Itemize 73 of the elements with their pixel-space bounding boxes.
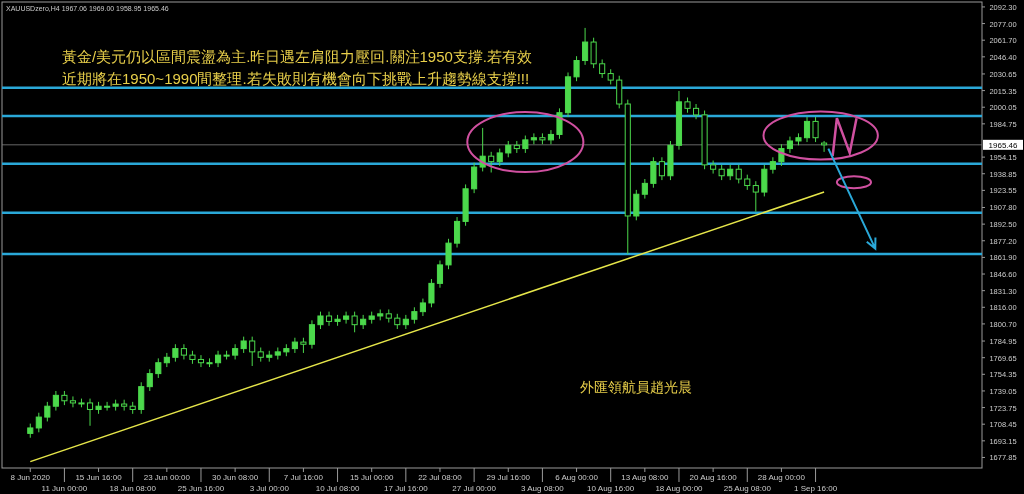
candlestick: [291, 337, 298, 354]
candlestick: [52, 390, 59, 412]
candlestick: [710, 160, 717, 175]
candlestick: [488, 151, 495, 173]
x-tick-label: 20 Aug 16:00: [689, 473, 738, 482]
x-tick-label: 25 Jun 16:00: [177, 484, 225, 493]
x-tick-label: 18 Aug 00:00: [655, 484, 704, 493]
candlestick: [616, 75, 623, 109]
x-tick-label: 15 Jul 00:00: [349, 473, 395, 482]
annotation: 黃金/美元仍以區間震盪為主.昨日遇左肩阻力壓回.關注1950支撐.若有效: [62, 48, 533, 65]
x-tick-label: 15 Jun 16:00: [75, 473, 123, 482]
candlestick: [471, 162, 478, 194]
candlestick: [351, 311, 358, 333]
annotation: 近期將在1950~1990間整理.若失敗則有機會向下挑戰上升趨勢線支撐!!!: [62, 70, 530, 87]
candlestick: [69, 395, 77, 408]
candlestick: [650, 156, 657, 189]
ref-line-label: 1965.46: [988, 140, 1019, 150]
candlestick: [556, 107, 563, 140]
candlestick: [599, 58, 606, 79]
candlestick: [180, 343, 187, 360]
candlestick: [155, 357, 162, 379]
candlestick: [146, 368, 153, 392]
candlestick: [197, 354, 205, 368]
x-tick-label: 6 Aug 00:00: [555, 473, 599, 482]
candlestick: [641, 178, 648, 200]
x-tick-label: 8 Jun 2020: [10, 473, 51, 482]
x-tick-label: 30 Jun 08:00: [211, 473, 259, 482]
x-tick-label: 10 Jul 08:00: [315, 484, 360, 493]
candlestick: [547, 129, 555, 145]
candlestick: [104, 401, 111, 412]
candlestick: [658, 156, 665, 181]
candlestick: [761, 164, 768, 197]
candlestick: [44, 401, 51, 422]
candlestick: [582, 27, 589, 66]
candlestick: [35, 412, 42, 433]
x-tick-label: 27 Jul 00:00: [452, 484, 497, 493]
x-tick-label: 3 Jul 00:00: [249, 484, 290, 493]
x-tick-label: 22 Jul 08:00: [418, 473, 463, 482]
candlestick: [86, 398, 94, 427]
candlestick: [436, 260, 444, 289]
x-tick-label: 28 Aug 00:00: [757, 473, 806, 482]
candlestick: [308, 319, 316, 350]
candlestick: [590, 37, 597, 69]
x-tick-label: 3 Aug 08:00: [521, 484, 565, 493]
candlestick: [445, 238, 452, 270]
candlestick: [325, 311, 333, 327]
candlestick: [232, 343, 239, 360]
candlestick: [692, 103, 700, 120]
candlestick: [633, 189, 640, 221]
x-tick-label: 7 Jul 16:00: [283, 473, 324, 482]
candlestick: [530, 132, 537, 145]
candlestick: [735, 164, 742, 184]
candlestick: [453, 216, 461, 248]
x-tick-label: 29 Jul 16:00: [486, 473, 531, 482]
candlestick: [573, 55, 580, 82]
x-tick-label: 1 Sep 16:00: [793, 484, 838, 493]
x-tick-label: 23 Jun 00:00: [143, 473, 191, 482]
candlestick: [752, 180, 759, 213]
candlestick: [769, 156, 776, 175]
x-tick-label: 10 Aug 16:00: [587, 484, 635, 493]
x-tick-label: 25 Aug 08:00: [723, 484, 772, 493]
candlestick: [803, 116, 811, 143]
candlestick: [343, 311, 350, 325]
x-tick-label: 13 Aug 08:00: [621, 473, 669, 482]
candlestick: [249, 336, 256, 367]
candlestick: [428, 278, 435, 308]
x-tick-label: 17 Jul 16:00: [384, 484, 429, 493]
candlestick: [812, 116, 819, 143]
annotation: 外匯領航員趙光晨: [580, 379, 692, 395]
x-tick-label: 18 Jun 08:00: [109, 484, 157, 493]
candlestick: [138, 381, 145, 415]
candlestick: [821, 140, 828, 153]
x-tick-label: 11 Jun 00:00: [41, 484, 88, 493]
